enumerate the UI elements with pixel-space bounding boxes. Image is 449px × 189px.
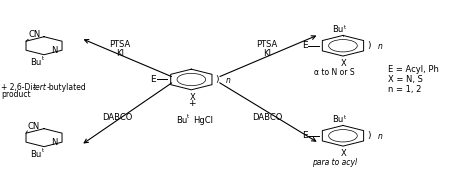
Text: + 2,6-Di-: + 2,6-Di- (1, 83, 35, 92)
Text: n: n (378, 132, 383, 141)
Text: t: t (42, 56, 44, 61)
Text: CN: CN (27, 122, 40, 131)
Text: Bu: Bu (332, 115, 343, 124)
Text: ): ) (368, 41, 374, 50)
Text: ): ) (368, 131, 374, 140)
Text: KI: KI (263, 49, 271, 58)
Text: +: + (188, 99, 195, 108)
Text: E: E (302, 41, 308, 50)
Text: para to acyl: para to acyl (312, 158, 357, 167)
Text: HgCl: HgCl (194, 116, 214, 125)
Text: t: t (187, 114, 189, 119)
Text: PTSA: PTSA (109, 40, 131, 49)
Text: X: X (341, 149, 347, 158)
Text: Bu: Bu (332, 25, 343, 33)
Text: X: X (189, 93, 195, 102)
Text: DABCO: DABCO (252, 113, 282, 122)
Text: t: t (344, 25, 346, 30)
Text: E: E (302, 131, 308, 140)
Text: Bu: Bu (31, 150, 42, 159)
Text: t: t (344, 115, 346, 120)
Text: CN: CN (28, 30, 40, 39)
Text: E = Acyl, Ph
X = N, S
n = 1, 2: E = Acyl, Ph X = N, S n = 1, 2 (388, 65, 440, 94)
Text: n: n (378, 42, 383, 51)
Text: product: product (1, 90, 31, 99)
Text: DABCO: DABCO (102, 113, 133, 122)
Text: ): ) (216, 75, 223, 84)
Text: α to N or S: α to N or S (314, 68, 355, 77)
Text: N: N (51, 46, 58, 55)
Text: E: E (150, 75, 156, 84)
Text: N: N (51, 138, 58, 147)
Text: t: t (42, 148, 44, 153)
Text: n: n (226, 76, 231, 85)
Text: PTSA: PTSA (256, 40, 278, 49)
Text: tert: tert (33, 83, 47, 92)
Text: -butylated: -butylated (47, 83, 87, 92)
Text: KI: KI (116, 49, 124, 58)
Text: Bu: Bu (31, 58, 42, 67)
Text: Bu: Bu (176, 116, 187, 125)
Text: X: X (341, 59, 347, 68)
